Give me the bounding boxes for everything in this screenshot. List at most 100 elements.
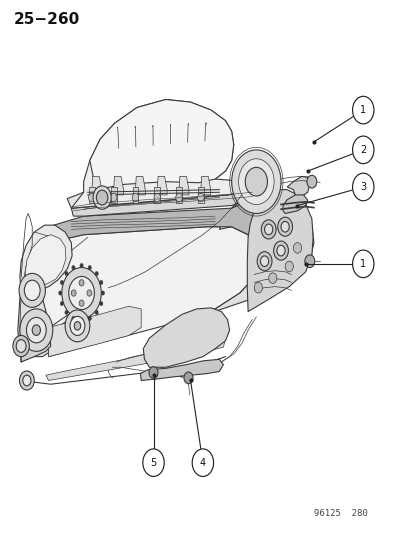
Circle shape (276, 245, 285, 256)
Circle shape (95, 310, 98, 314)
Circle shape (60, 301, 63, 305)
Text: 3: 3 (359, 182, 366, 192)
Circle shape (65, 271, 68, 276)
Polygon shape (49, 192, 301, 243)
Circle shape (88, 265, 91, 270)
Circle shape (74, 321, 81, 330)
Circle shape (100, 280, 103, 285)
Circle shape (96, 190, 108, 205)
Circle shape (238, 159, 273, 205)
Circle shape (197, 193, 204, 202)
Circle shape (110, 193, 116, 202)
Circle shape (254, 282, 262, 293)
Circle shape (352, 96, 373, 124)
Circle shape (16, 340, 26, 352)
Circle shape (24, 280, 40, 301)
Circle shape (20, 309, 53, 351)
Circle shape (306, 175, 316, 188)
Bar (111, 187, 116, 203)
Circle shape (304, 255, 314, 268)
Polygon shape (49, 306, 141, 357)
Circle shape (285, 261, 293, 272)
Polygon shape (90, 100, 233, 190)
Polygon shape (143, 308, 229, 367)
Circle shape (71, 290, 76, 296)
Polygon shape (25, 235, 66, 286)
Circle shape (268, 273, 276, 284)
Circle shape (277, 217, 292, 236)
Text: 96125  280: 96125 280 (313, 510, 367, 519)
Circle shape (231, 150, 280, 214)
Circle shape (192, 449, 213, 477)
Circle shape (176, 193, 182, 202)
Polygon shape (140, 359, 223, 381)
Text: 2: 2 (359, 145, 366, 155)
Polygon shape (287, 176, 309, 198)
Circle shape (132, 193, 138, 202)
Polygon shape (18, 227, 73, 357)
Text: 1: 1 (359, 259, 366, 269)
Circle shape (352, 250, 373, 278)
Polygon shape (282, 195, 307, 214)
Bar (89, 187, 95, 203)
Bar (176, 187, 181, 203)
Circle shape (32, 325, 40, 335)
Circle shape (62, 268, 101, 318)
Circle shape (88, 193, 95, 202)
Polygon shape (71, 187, 268, 216)
Bar (154, 187, 160, 203)
Bar (197, 187, 203, 203)
Circle shape (65, 310, 68, 314)
Polygon shape (135, 176, 145, 195)
Text: 5: 5 (150, 458, 156, 467)
Bar (132, 187, 138, 203)
Circle shape (280, 221, 289, 232)
Circle shape (23, 375, 31, 386)
Circle shape (293, 243, 301, 253)
Polygon shape (157, 176, 167, 195)
Circle shape (352, 136, 373, 164)
Circle shape (149, 367, 158, 378)
Circle shape (352, 173, 373, 201)
Circle shape (154, 193, 160, 202)
Circle shape (65, 310, 90, 342)
Polygon shape (178, 176, 188, 195)
Circle shape (256, 252, 271, 271)
Circle shape (101, 291, 104, 295)
Circle shape (88, 316, 91, 320)
Circle shape (71, 316, 75, 320)
Circle shape (79, 300, 84, 306)
Polygon shape (20, 225, 72, 293)
Polygon shape (21, 333, 51, 362)
Circle shape (80, 318, 83, 322)
Polygon shape (114, 176, 123, 195)
Polygon shape (200, 176, 210, 195)
Text: 1: 1 (359, 105, 366, 115)
Polygon shape (92, 176, 102, 195)
Polygon shape (46, 333, 225, 381)
Circle shape (59, 291, 62, 295)
Circle shape (71, 265, 75, 270)
Polygon shape (67, 182, 264, 208)
Polygon shape (71, 100, 264, 208)
Circle shape (79, 280, 84, 286)
Circle shape (95, 271, 98, 276)
Circle shape (19, 273, 45, 308)
Circle shape (273, 241, 288, 260)
Text: 4: 4 (199, 458, 205, 467)
Text: 25−260: 25−260 (14, 12, 80, 27)
Circle shape (260, 256, 268, 266)
Polygon shape (247, 190, 312, 312)
Circle shape (93, 186, 111, 209)
Circle shape (261, 220, 275, 239)
Circle shape (70, 317, 85, 335)
Circle shape (142, 449, 164, 477)
Polygon shape (206, 192, 313, 314)
Polygon shape (21, 298, 88, 362)
Circle shape (87, 290, 92, 296)
Circle shape (100, 301, 103, 305)
Circle shape (26, 317, 46, 343)
Circle shape (183, 372, 192, 384)
Circle shape (19, 371, 34, 390)
Circle shape (69, 277, 94, 310)
